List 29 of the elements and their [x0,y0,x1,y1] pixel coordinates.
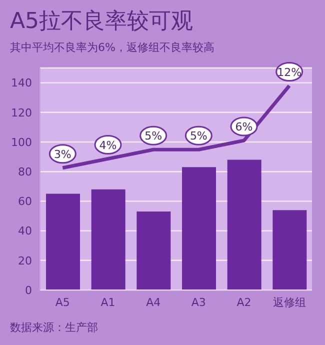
y-tick-label: 60 [18,195,32,208]
data-label: 5% [190,130,208,143]
source-note: 数据来源：生产部 [10,320,98,335]
bar [272,210,307,290]
bar [91,189,126,290]
x-tick-label: A5 [55,296,70,309]
x-tick-label: A4 [146,296,161,309]
data-label: 5% [144,130,162,143]
y-tick-label: 100 [11,136,32,149]
data-label: 3% [54,148,72,161]
y-tick-label: 80 [18,166,32,179]
y-tick-label: 120 [11,106,32,120]
data-label: 4% [99,138,117,152]
x-tick-label: A3 [191,296,206,309]
bar [136,212,171,290]
y-tick-label: 40 [18,224,32,238]
y-tick-label: 20 [18,254,32,268]
data-label: 6% [235,120,253,134]
data-label: 12% [277,66,302,79]
y-tick-label: 0 [25,284,32,297]
chart-title: A5拉不良率较可观 [10,8,194,36]
x-tick-label: A1 [100,296,116,309]
bar [182,167,216,290]
y-tick-label: 140 [11,76,32,90]
bar [227,160,262,290]
bar [46,194,80,290]
x-tick-label: A2 [236,296,252,309]
chart-subtitle: 其中平均不良率为6%，返修组不良率较高 [10,40,214,55]
x-tick-label: 返修组 [272,296,306,309]
